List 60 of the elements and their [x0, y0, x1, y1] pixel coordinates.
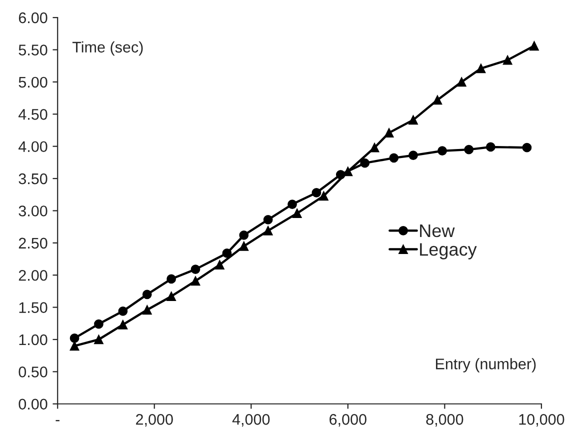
point: [94, 319, 104, 329]
point: [529, 41, 539, 51]
point: [319, 191, 328, 201]
point: [464, 144, 474, 154]
y-tick-label: 2.00: [18, 270, 48, 281]
legend-label: Legacy: [420, 243, 477, 260]
point: [408, 115, 418, 125]
point: [476, 64, 486, 74]
point: [370, 142, 380, 152]
point: [456, 77, 466, 87]
x-tick-label: 8,000: [426, 414, 464, 427]
y-tick-label: 2.50: [18, 238, 48, 249]
y-axis-title: Time (sec): [72, 41, 143, 56]
x-tick-label: 10,000: [519, 414, 564, 427]
point: [384, 128, 394, 138]
point: [486, 142, 496, 152]
y-tick-label: 4.00: [18, 141, 48, 152]
y-tick-label: 1.00: [19, 334, 48, 346]
y-tick-label: 3.50: [18, 173, 48, 184]
point: [438, 146, 447, 156]
point: [190, 276, 200, 286]
x-tick-label: 2,000: [136, 414, 173, 427]
point: [70, 334, 80, 343]
x-tick-label: -: [56, 420, 60, 422]
point: [292, 208, 302, 218]
y-tick-label: 1.50: [19, 302, 48, 313]
y-tick-label: 6.00: [18, 12, 48, 24]
y-tick-label: 0.50: [18, 366, 48, 378]
x-axis-title: Entry (number): [436, 358, 536, 372]
point: [118, 320, 128, 330]
point: [166, 292, 176, 302]
point: [502, 55, 512, 65]
y-tick-label: 3.00: [18, 206, 48, 216]
point: [70, 341, 80, 351]
point: [94, 334, 104, 344]
x-tick-label: 4,000: [232, 414, 270, 427]
point: [142, 305, 152, 315]
x-tick-label: 6,000: [330, 414, 366, 427]
point: [263, 226, 273, 236]
y-tick-label: 5.50: [18, 44, 48, 56]
point: [432, 95, 442, 105]
point: [408, 150, 418, 160]
point: [288, 200, 297, 209]
legend-label: New: [420, 224, 455, 238]
point: [360, 158, 370, 168]
point: [222, 248, 232, 258]
point: [312, 188, 322, 198]
point: [215, 260, 224, 270]
point: [239, 241, 249, 251]
point: [118, 306, 128, 316]
y-tick-label: 5.00: [18, 76, 48, 88]
point: [190, 264, 200, 274]
point: [389, 153, 399, 163]
point: [522, 142, 532, 152]
y-tick-label: 4.50: [18, 109, 48, 120]
y-tick-label: 0.00: [18, 398, 48, 410]
point: [166, 274, 176, 284]
point: [239, 230, 249, 240]
point: [142, 290, 152, 300]
point: [263, 215, 273, 224]
